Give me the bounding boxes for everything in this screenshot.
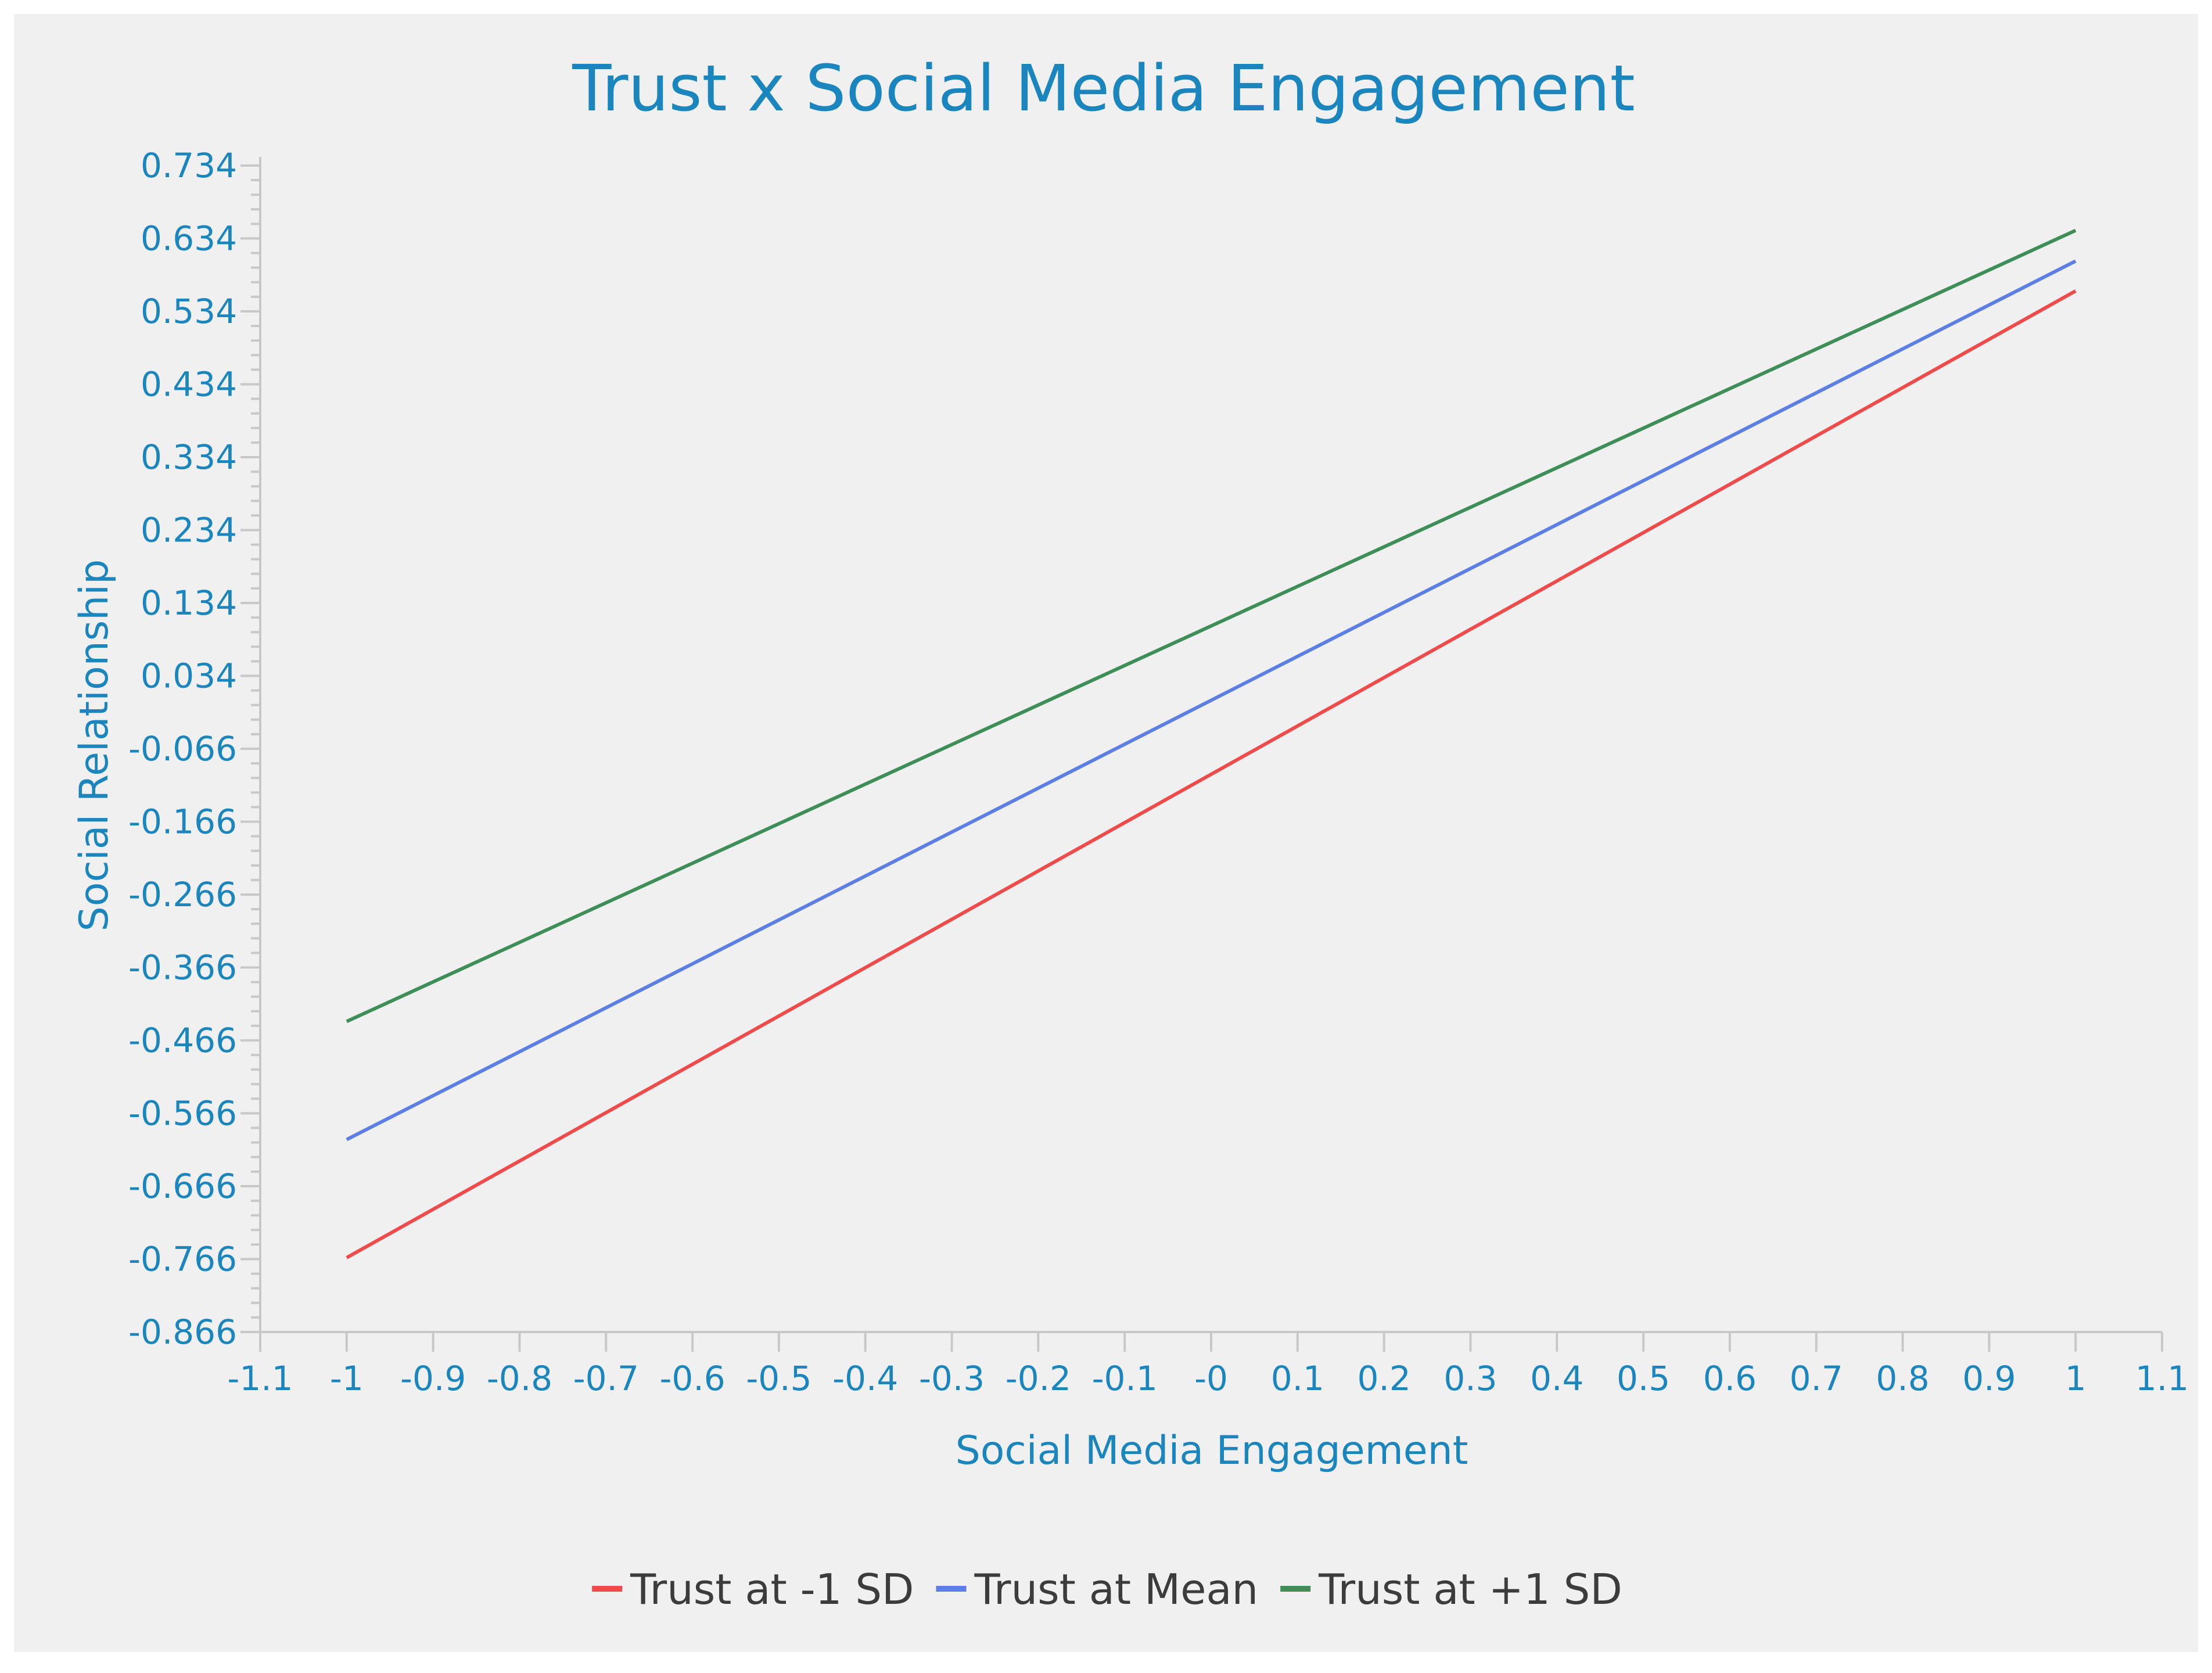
x-tick-label: 0.7 bbox=[1790, 1359, 1843, 1398]
y-tick-label: 0.634 bbox=[141, 219, 237, 259]
legend-label: Trust at +1 SD bbox=[1318, 1565, 1622, 1614]
y-tick-label: -0.866 bbox=[128, 1312, 237, 1352]
legend-label: Trust at Mean bbox=[974, 1565, 1258, 1614]
legend: Trust at -1 SD Trust at Mean Trust at +1 S… bbox=[592, 1565, 1622, 1614]
x-tick-label: -0.2 bbox=[1006, 1359, 1071, 1398]
y-tick-label: 0.334 bbox=[141, 437, 237, 477]
y-minor-ticks bbox=[251, 179, 260, 1319]
x-tick-label: -0.7 bbox=[573, 1359, 639, 1398]
x-tick-label: 0.8 bbox=[1876, 1359, 1929, 1398]
x-tick-label: -0 bbox=[1194, 1359, 1228, 1398]
x-tick-label: -0.3 bbox=[919, 1359, 985, 1398]
y-tick-label: -0.266 bbox=[128, 875, 237, 914]
y-tick-label: -0.766 bbox=[128, 1240, 237, 1279]
x-tick-label: -0.5 bbox=[746, 1359, 811, 1398]
y-tick-label: -0.166 bbox=[128, 802, 237, 842]
y-tick-label: 0.434 bbox=[141, 365, 237, 404]
y-axis-ticks: 0.734 0.634 0.534 0.434 0.334 0.234 0.134 0.034… bbox=[128, 146, 260, 1352]
x-tick-label: 1.1 bbox=[2135, 1359, 2189, 1398]
y-tick-label: -0.466 bbox=[128, 1021, 237, 1060]
y-tick-label: -0.666 bbox=[128, 1166, 237, 1206]
y-axis-title: Social Relationship bbox=[71, 559, 117, 932]
x-tick-label: -1.1 bbox=[227, 1359, 293, 1398]
x-tick-label: -0.8 bbox=[487, 1359, 552, 1398]
legend-label: Trust at -1 SD bbox=[630, 1565, 914, 1614]
x-tick-label: -0.9 bbox=[400, 1359, 466, 1398]
y-tick-label: -0.066 bbox=[128, 729, 237, 769]
chart-title: Trust x Social Media Engagement bbox=[572, 51, 1635, 125]
x-tick-label: 0.5 bbox=[1617, 1359, 1670, 1398]
series-lines bbox=[346, 228, 2077, 1259]
y-tick-label: 0.234 bbox=[141, 511, 237, 550]
x-tick-label: 0.9 bbox=[1962, 1359, 2016, 1398]
y-tick-label: -0.566 bbox=[128, 1094, 237, 1133]
series-line-3 bbox=[346, 228, 2077, 1024]
x-tick-label: -0.4 bbox=[832, 1359, 898, 1398]
series-line-2 bbox=[346, 259, 2077, 1141]
x-tick-label: 0.6 bbox=[1703, 1359, 1757, 1398]
y-tick-label: -0.366 bbox=[128, 948, 237, 988]
x-tick-label: 0.3 bbox=[1443, 1359, 1497, 1398]
x-tick-label: 0.2 bbox=[1358, 1359, 1411, 1398]
x-axis-ticks: -1.1 -1 -0.9 -0.8 -0.7 -0.6 -0.5 -0.4 -0.3 -0.2 -0… bbox=[227, 1332, 2189, 1398]
axes bbox=[259, 157, 2162, 1333]
y-tick-label: 0.734 bbox=[141, 146, 237, 185]
x-tick-label: -0.6 bbox=[660, 1359, 726, 1398]
y-tick-label: 0.134 bbox=[141, 583, 237, 623]
x-tick-label: 0.1 bbox=[1271, 1359, 1324, 1398]
series-line-1 bbox=[346, 289, 2077, 1259]
y-tick-label: 0.034 bbox=[141, 656, 237, 696]
x-tick-label: -0.1 bbox=[1092, 1359, 1158, 1398]
x-tick-label: -1 bbox=[330, 1359, 364, 1398]
x-axis-title: Social Media Engagement bbox=[956, 1428, 1468, 1474]
x-tick-label: 0.4 bbox=[1530, 1359, 1583, 1398]
y-tick-label: 0.534 bbox=[141, 292, 237, 331]
x-tick-label: 1 bbox=[2065, 1359, 2087, 1398]
